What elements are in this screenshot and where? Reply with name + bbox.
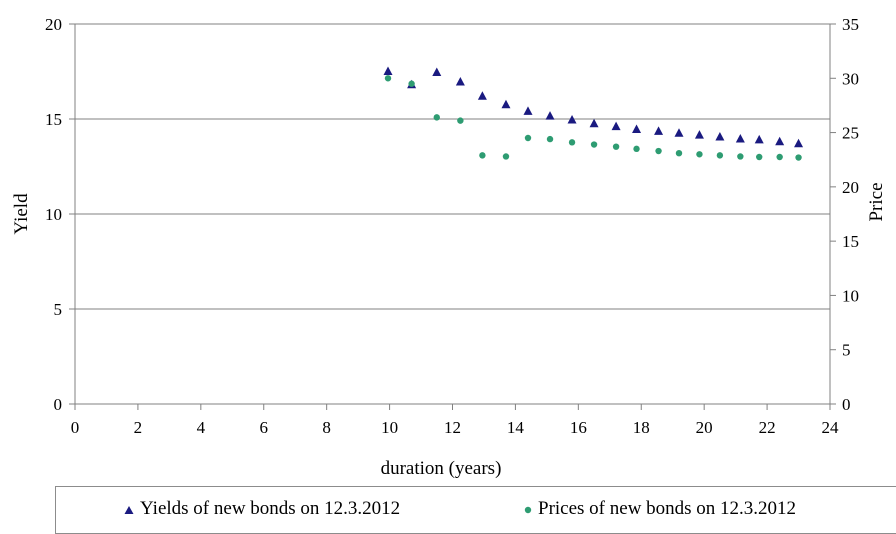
x-tick-label: 8 — [322, 418, 331, 437]
x-tick-label: 20 — [696, 418, 713, 437]
series-yields — [383, 66, 804, 148]
price-point — [546, 135, 554, 143]
gridlines — [75, 23, 830, 310]
x-axis-title: duration (years) — [381, 458, 502, 479]
y-tick-label: 0 — [54, 395, 63, 414]
x-tick-label: 14 — [507, 418, 525, 437]
price-point — [568, 139, 576, 146]
y2-tick-label: 5 — [842, 341, 851, 360]
x-tick-label: 22 — [759, 418, 776, 437]
yield-point — [611, 121, 621, 131]
price-point — [408, 80, 415, 87]
yield-point — [455, 76, 465, 86]
price-point — [524, 134, 532, 142]
yield-point — [523, 106, 533, 115]
price-point — [795, 154, 802, 161]
y2-tick-label: 10 — [842, 286, 859, 305]
price-point — [776, 153, 783, 161]
series-prices — [384, 75, 802, 161]
yield-point — [477, 91, 487, 100]
yield-point — [794, 138, 804, 148]
yield-point — [674, 128, 684, 137]
y-tick-label: 10 — [45, 205, 62, 224]
x-tick-label: 18 — [633, 418, 650, 437]
legend-label-yields: Yields of new bonds on 12.3.2012 — [140, 498, 401, 519]
yield-point — [775, 136, 785, 146]
yield-point — [383, 66, 393, 75]
y2-tick-label: 15 — [842, 232, 859, 251]
price-point — [457, 117, 464, 124]
y2-tick-label: 0 — [842, 395, 851, 414]
legend-item-prices: Prices of new bonds on 12.3.2012 — [524, 498, 796, 520]
price-point — [716, 152, 724, 159]
legend-item-yields: Yields of new bonds on 12.3.2012 — [124, 498, 400, 520]
x-tick-label: 6 — [260, 418, 269, 437]
price-point — [433, 114, 440, 121]
tick-labels: 0 2 4 6 8 10 12 14 16 18 20 22 240510152005101520253… — [45, 15, 859, 437]
x-tick-label: 12 — [444, 418, 461, 437]
price-point — [502, 153, 510, 160]
x-tick-label: 2 — [134, 418, 143, 437]
yield-point — [735, 133, 745, 143]
x-tick-label: 16 — [570, 418, 587, 437]
price-point — [590, 141, 598, 148]
yield-point — [632, 124, 642, 133]
yield-point — [589, 118, 599, 128]
legend-label-prices: Prices of new bonds on 12.3.2012 — [538, 498, 797, 519]
yield-point — [432, 67, 442, 76]
y2-tick-label: 30 — [842, 69, 859, 88]
yield-point — [501, 99, 511, 109]
y-tick-label: 20 — [45, 15, 62, 34]
price-point — [655, 147, 662, 155]
circle-marker-icon — [524, 506, 532, 513]
y-tick-label: 15 — [45, 110, 62, 129]
price-point — [384, 75, 392, 82]
price-point — [612, 143, 620, 150]
triangle-marker-icon — [124, 505, 134, 514]
y2-tick-label: 35 — [842, 15, 859, 34]
x-tick-label: 4 — [197, 418, 206, 437]
price-point — [633, 145, 640, 153]
y-tick-label: 5 — [54, 300, 63, 319]
y2-axis-title: Price — [866, 182, 887, 221]
y2-tick-label: 25 — [842, 124, 859, 143]
x-tick-label: 0 — [71, 418, 80, 437]
yield-point — [545, 111, 555, 120]
price-point — [737, 153, 744, 160]
price-point — [696, 151, 703, 158]
x-tick-label: 24 — [822, 418, 840, 437]
price-point — [756, 153, 763, 161]
axes — [69, 23, 836, 410]
y2-tick-label: 20 — [842, 178, 859, 197]
price-point — [675, 150, 683, 157]
yield-point — [694, 130, 704, 139]
price-point — [479, 152, 486, 159]
yield-point — [567, 114, 577, 124]
yield-point — [715, 132, 725, 141]
series-marks — [383, 66, 804, 161]
yield-point — [754, 134, 764, 144]
x-tick-label: 10 — [381, 418, 398, 437]
yield-point — [654, 126, 664, 135]
y-axis-title: Yield — [11, 193, 32, 235]
